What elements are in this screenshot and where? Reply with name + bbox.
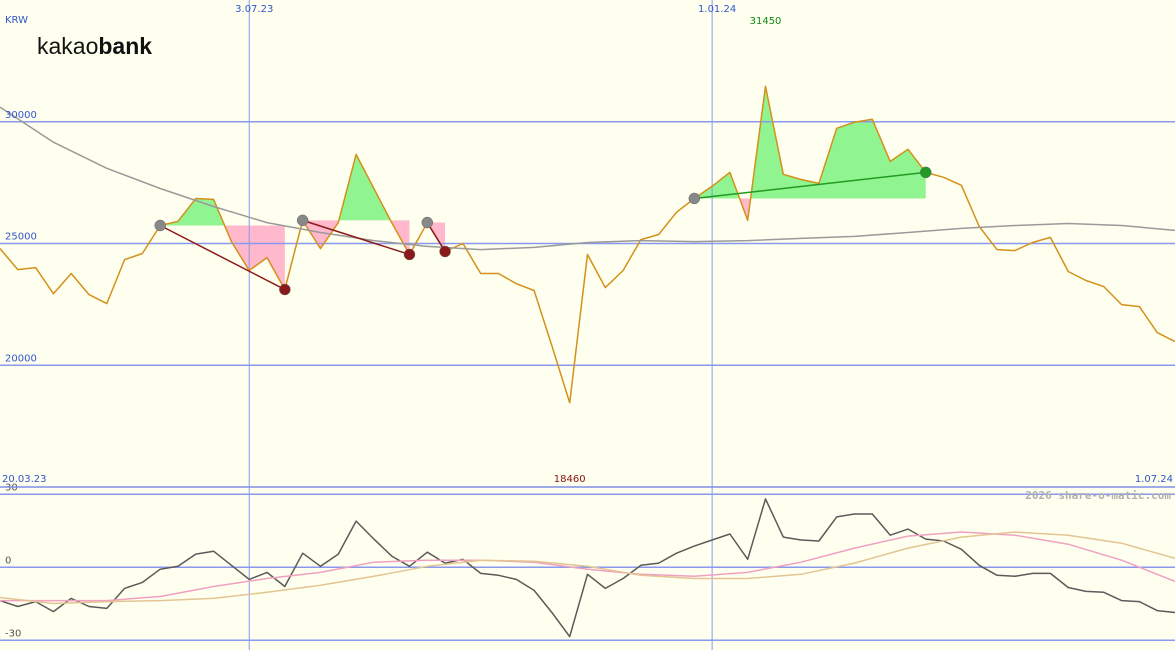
- x-tick-label: 1.07.24: [1135, 474, 1173, 485]
- trend-point: [154, 219, 166, 232]
- line-layer: [0, 85, 1175, 638]
- series-line: [0, 531, 1175, 605]
- trend-line: [159, 224, 286, 291]
- text-layer: KRW kakaobank 2026 share-o-matic.com 200…: [2, 4, 1173, 639]
- credit: 2026 share-o-matic.com: [1025, 489, 1171, 502]
- trend-point: [421, 216, 434, 229]
- series-line: [0, 531, 1175, 602]
- trend-line: [302, 219, 410, 256]
- gain-area: [694, 86, 926, 199]
- unit-label: KRW: [5, 15, 28, 26]
- y-tick-label: -30: [5, 628, 21, 639]
- trend-point: [296, 214, 309, 227]
- trend-point: [403, 248, 416, 261]
- x-tick-label: 20.03.23: [2, 474, 47, 485]
- trend-point: [920, 166, 932, 179]
- series-line: [0, 85, 1175, 404]
- y-tick-label: 0: [5, 555, 11, 566]
- logo-regular: kakao: [37, 33, 98, 59]
- logo: kakaobank: [37, 33, 152, 59]
- x-tick-label: 1.01.24: [698, 4, 736, 15]
- trend-point: [279, 283, 291, 296]
- trend-line: [694, 171, 926, 200]
- y-tick-label: 20000: [5, 353, 37, 364]
- series-line: [0, 498, 1175, 638]
- series-line: [0, 106, 1175, 251]
- min-label: 18460: [554, 474, 586, 485]
- max-label: 31450: [750, 16, 782, 27]
- trend-point: [439, 245, 451, 258]
- trend-point: [688, 192, 701, 205]
- y-tick-label: 30000: [5, 110, 37, 121]
- y-tick-label: 30: [5, 482, 18, 493]
- y-tick-label: 25000: [5, 232, 37, 243]
- gain-area: [302, 154, 410, 221]
- logo-bold: bank: [98, 33, 152, 59]
- loss-area: [160, 225, 285, 290]
- x-tick-label: 3.07.23: [235, 4, 273, 15]
